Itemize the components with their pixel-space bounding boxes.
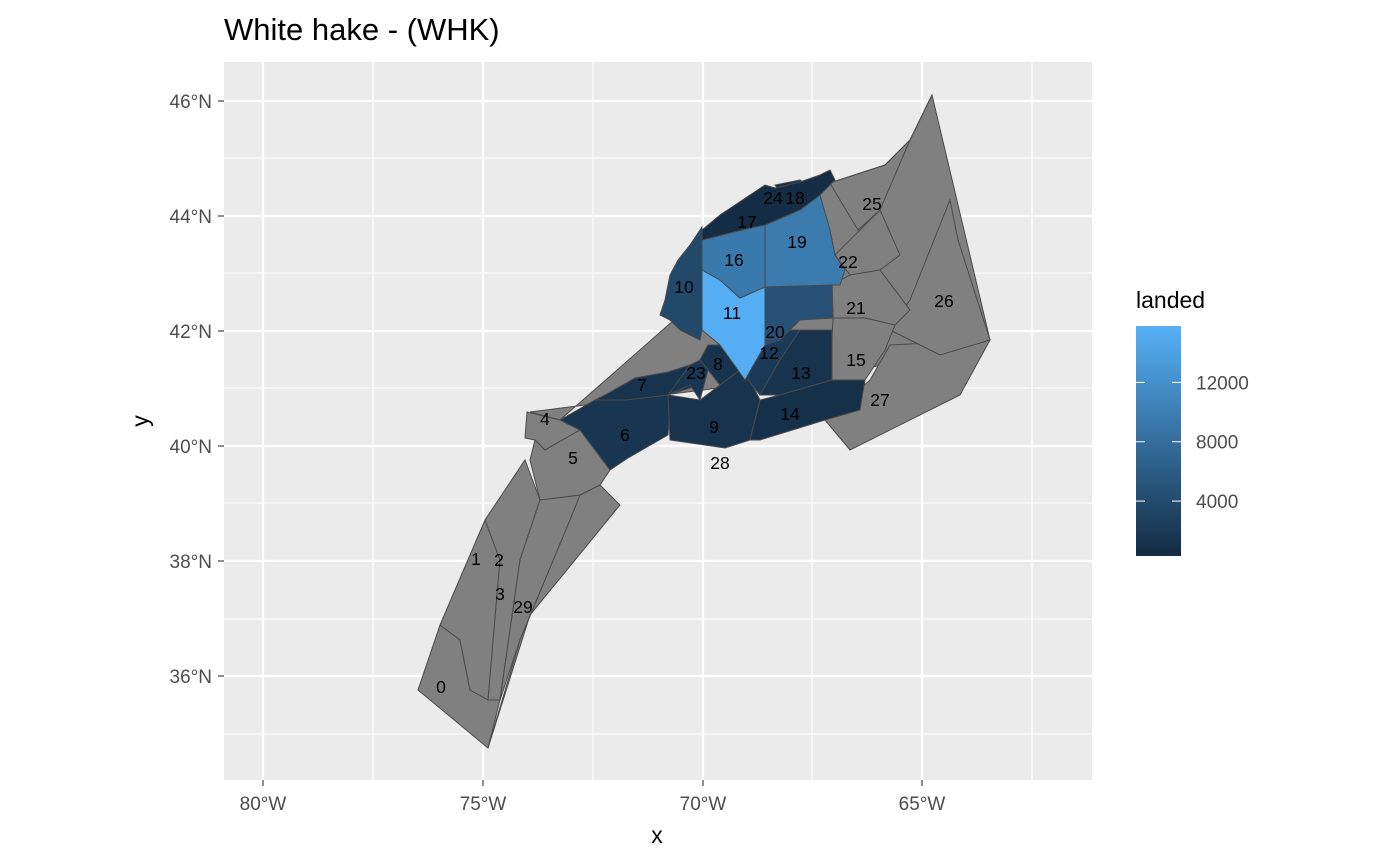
region-label: 8 xyxy=(713,354,723,374)
region-25 xyxy=(829,94,933,231)
region-14 xyxy=(749,379,866,441)
region-label: 11 xyxy=(723,303,741,323)
legend-colorbar xyxy=(1136,326,1181,556)
legend-tick-label: 12000 xyxy=(1196,373,1249,394)
x-axis: 80°W 75°W 70°W 65°W xyxy=(240,780,946,815)
legend-tick-label: 4000 xyxy=(1196,492,1238,513)
y-tick-label: 36°N xyxy=(170,667,212,688)
region-labels: 01 23456789101112131415161718192021222324… xyxy=(436,188,954,697)
legend-title: landed xyxy=(1136,287,1205,313)
legend-ticks: 12000 8000 4000 xyxy=(1136,373,1249,513)
region-label: 6 xyxy=(620,425,630,445)
region-label: 4 xyxy=(540,409,550,429)
region-label: 28 xyxy=(710,453,729,473)
region-label: 21 xyxy=(846,298,865,318)
y-axis-label: y xyxy=(127,415,153,427)
region-label: 9 xyxy=(709,417,719,437)
y-tick-label: 38°N xyxy=(170,552,212,573)
y-tick-label: 40°N xyxy=(170,437,212,458)
region-label: 12 xyxy=(759,343,778,363)
region-10 xyxy=(659,225,703,341)
y-tick-label: 42°N xyxy=(170,322,212,343)
region-label: 13 xyxy=(791,363,810,383)
region-label: 29 xyxy=(513,597,532,617)
region-label: 7 xyxy=(637,375,647,395)
plot-title: White hake - (WHK) xyxy=(224,12,500,47)
regions xyxy=(417,93,991,749)
region-label: 24 xyxy=(763,188,783,208)
region-label: 0 xyxy=(436,677,446,697)
x-axis-label: x xyxy=(651,822,663,848)
region-label: 27 xyxy=(870,390,889,410)
region-label: 16 xyxy=(724,250,743,270)
region-label: 18 xyxy=(785,188,804,208)
region-label: 1 xyxy=(471,549,481,569)
y-tick-label: 44°N xyxy=(170,207,212,228)
region-label: 25 xyxy=(862,194,881,214)
region-label: 14 xyxy=(780,404,800,424)
region-label: 15 xyxy=(846,350,865,370)
region-label: 23 xyxy=(686,363,705,383)
legend-tick-label: 8000 xyxy=(1196,433,1238,454)
region-17 xyxy=(701,169,836,241)
region-label: 3 xyxy=(495,584,505,604)
region-label: 22 xyxy=(838,252,857,272)
legend: landed 12000 8000 4000 xyxy=(1136,287,1249,556)
region-label: 2 xyxy=(494,550,504,570)
region-5 xyxy=(529,429,611,501)
x-tick-label: 75°W xyxy=(460,794,507,815)
region-26 xyxy=(889,198,991,356)
region-label: 20 xyxy=(765,322,785,342)
x-tick-label: 80°W xyxy=(240,794,287,815)
region-9 xyxy=(667,369,761,449)
region-label: 17 xyxy=(737,212,756,232)
region-29 xyxy=(487,484,621,749)
region-label: 26 xyxy=(934,291,953,311)
x-tick-label: 65°W xyxy=(899,794,946,815)
y-tick-label: 46°N xyxy=(170,92,212,113)
x-tick-label: 70°W xyxy=(680,794,727,815)
y-axis: 46°N 44°N 42°N 40°N 38°N 36°N xyxy=(170,92,224,688)
region-label: 5 xyxy=(568,448,578,468)
region-label: 19 xyxy=(787,232,806,252)
region-label: 10 xyxy=(674,277,694,297)
